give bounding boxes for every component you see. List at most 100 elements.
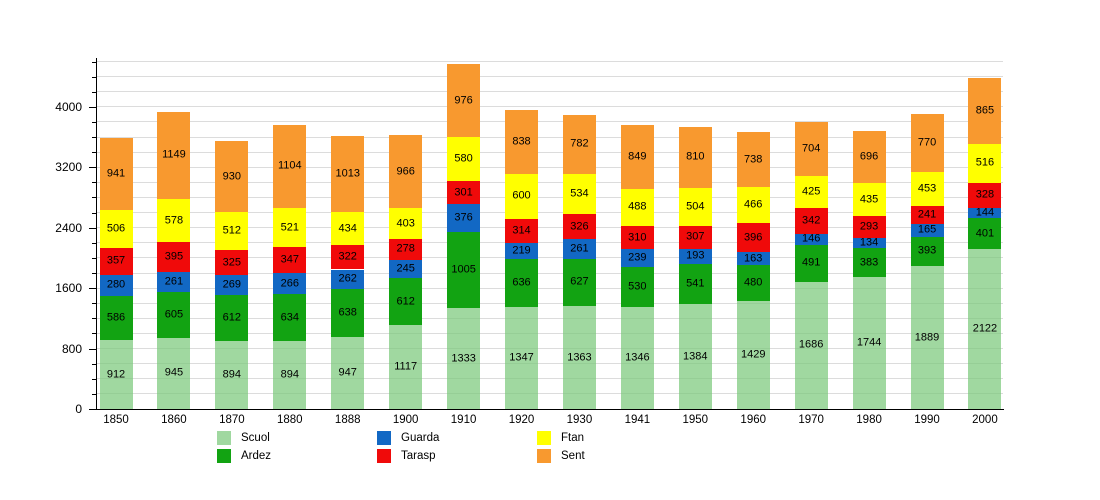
gridline — [96, 272, 1003, 274]
segment-sent-1850: 941 — [99, 138, 133, 210]
y-major-tick — [89, 409, 96, 410]
segment-ardez-1880: 634 — [273, 293, 307, 342]
y-major-tick — [89, 288, 96, 290]
segment-tarasp-1950: 307 — [678, 225, 712, 250]
y-tick-label: 2400 — [55, 220, 82, 235]
segment-ardez-2000: 401 — [968, 218, 1002, 249]
segment-tarasp-1850: 357 — [99, 247, 133, 275]
segment-value-label: 278 — [396, 242, 415, 255]
segment-value-label: 453 — [917, 182, 937, 195]
segment-value-label: 326 — [570, 220, 589, 233]
segment-ardez-1970: 491 — [794, 244, 828, 282]
segment-value-label: 770 — [917, 136, 937, 149]
segment-value-label: 165 — [917, 223, 937, 236]
segment-value-label: 325 — [222, 256, 242, 269]
y-minor-tick — [92, 212, 96, 214]
segment-guarda-1900: 245 — [389, 259, 423, 279]
y-tick-label: 1600 — [55, 281, 82, 296]
segment-sent-2000: 865 — [968, 78, 1002, 144]
segment-value-label: 605 — [164, 308, 184, 321]
segment-value-label: 1429 — [740, 348, 766, 361]
segment-value-label: 376 — [454, 211, 473, 224]
segment-value-label: 634 — [280, 311, 299, 324]
x-tick-label-1950: 1950 — [682, 414, 709, 426]
y-major-tick — [89, 227, 96, 229]
legend-label: Tarasp — [401, 450, 436, 462]
segment-value-label: 1889 — [914, 331, 940, 344]
segment-ardez-1900: 612 — [389, 278, 423, 325]
segment-tarasp-1888: 322 — [331, 245, 365, 270]
gridline — [96, 61, 1003, 63]
segment-value-label: 627 — [570, 275, 589, 288]
y-minor-tick — [92, 378, 96, 380]
segment-ftan-1960: 466 — [736, 187, 770, 223]
y-tick-label: 800 — [61, 341, 82, 356]
segment-scuol-1950: 1384 — [678, 304, 712, 409]
segment-guarda-1990: 165 — [910, 223, 944, 237]
y-minor-tick — [92, 273, 96, 275]
segment-guarda-1888: 262 — [331, 269, 365, 290]
legend-label: Guarda — [401, 432, 440, 444]
segment-ftan-1860: 578 — [157, 198, 191, 243]
segment-ardez-1960: 480 — [736, 264, 770, 302]
segment-value-label: 966 — [396, 165, 415, 178]
y-minor-tick — [92, 91, 96, 93]
gridline — [96, 166, 1003, 168]
segment-value-label: 383 — [859, 256, 879, 269]
segment-sent-1880: 1104 — [273, 124, 307, 208]
segment-value-label: 1347 — [509, 351, 534, 364]
bar-1930: 1363 627 261 326 534 782 — [562, 114, 596, 409]
segment-guarda-1930: 261 — [562, 238, 596, 259]
segment-value-label: 930 — [222, 170, 242, 183]
segment-tarasp-1910: 301 — [447, 181, 481, 204]
legend-item-ardez: Ardez — [217, 447, 377, 465]
segment-guarda-1910: 376 — [447, 204, 481, 233]
bar-1880: 894 634 266 347 521 1104 — [273, 124, 307, 409]
segment-value-label: 239 — [628, 251, 647, 264]
segment-scuol-1941: 1346 — [620, 307, 654, 409]
segment-scuol-1860: 945 — [157, 337, 191, 409]
gridline — [96, 393, 1003, 395]
segment-ftan-1930: 534 — [562, 174, 596, 215]
segment-value-label: 269 — [222, 278, 242, 291]
segment-value-label: 838 — [512, 135, 531, 148]
x-tick-label-1920: 1920 — [508, 414, 535, 426]
gridline — [96, 317, 1003, 319]
segment-ftan-1870: 512 — [215, 211, 249, 251]
gridline — [96, 287, 1003, 289]
segment-ardez-1950: 541 — [678, 263, 712, 305]
segment-ardez-1860: 605 — [157, 291, 191, 338]
segment-ardez-1888: 638 — [331, 289, 365, 338]
segment-scuol-1990: 1889 — [910, 266, 944, 409]
segment-value-label: 342 — [801, 214, 821, 227]
segment-guarda-1950: 193 — [678, 249, 712, 264]
segment-value-label: 580 — [454, 152, 473, 165]
y-minor-tick — [92, 393, 96, 395]
segment-value-label: 395 — [164, 250, 184, 263]
segment-value-label: 865 — [975, 104, 995, 117]
x-tick-label-1970: 1970 — [798, 414, 824, 426]
segment-value-label: 1333 — [451, 352, 476, 365]
segment-value-label: 941 — [106, 167, 126, 180]
segment-value-label: 976 — [454, 94, 473, 107]
segment-scuol-1980: 1744 — [852, 277, 886, 409]
segment-value-label: 810 — [686, 150, 705, 163]
segment-value-label: 1363 — [567, 351, 592, 364]
segment-ftan-1950: 504 — [678, 187, 712, 226]
gridline — [96, 227, 1003, 229]
segment-guarda-1860: 261 — [157, 272, 191, 292]
segment-guarda-1960: 163 — [736, 252, 770, 265]
x-axis-line — [96, 409, 1004, 410]
x-tick-label-1860: 1860 — [161, 414, 187, 426]
gridline — [96, 378, 1003, 380]
segment-value-label: 280 — [106, 278, 126, 291]
y-minor-tick — [92, 152, 96, 154]
segment-value-label: 947 — [338, 366, 357, 379]
segment-ftan-1970: 425 — [794, 175, 828, 208]
y-major-tick — [89, 106, 96, 108]
segment-value-label: 504 — [686, 200, 705, 213]
y-minor-tick — [92, 303, 96, 305]
segment-ftan-1880: 521 — [273, 207, 307, 248]
segment-ardez-1870: 612 — [215, 295, 249, 342]
segment-value-label: 586 — [106, 311, 126, 324]
